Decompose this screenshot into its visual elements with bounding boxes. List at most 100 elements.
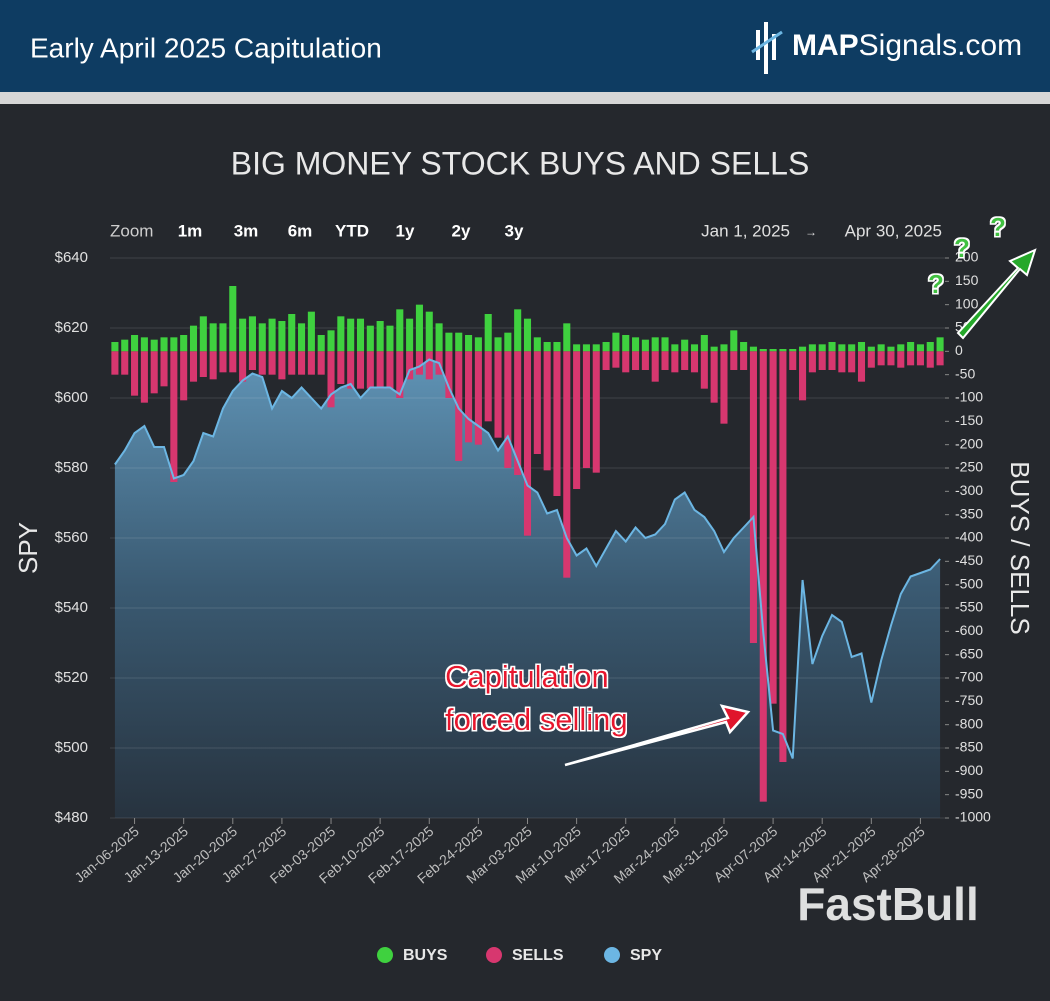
y-tick-label: $500 <box>55 739 88 756</box>
bar <box>769 351 777 704</box>
bar <box>376 321 384 352</box>
bar <box>189 351 198 382</box>
y2-tick-label: 100 <box>955 295 979 311</box>
bar <box>406 318 414 352</box>
bar <box>258 323 266 352</box>
zoom-button[interactable]: 1m <box>178 221 203 240</box>
bar <box>710 351 718 403</box>
bar <box>582 344 590 352</box>
bar <box>337 316 345 352</box>
annotation-text: forced selling <box>445 702 628 737</box>
bar <box>877 344 885 352</box>
y2-tick-label: -100 <box>955 389 983 405</box>
bar <box>543 342 551 352</box>
bar <box>366 351 374 389</box>
bar <box>268 351 276 375</box>
bar <box>592 344 600 352</box>
bar <box>907 351 915 366</box>
bar <box>425 311 433 352</box>
bar <box>317 335 325 352</box>
y2-tick-label: -850 <box>955 739 983 755</box>
bar <box>641 339 649 352</box>
y2-tick-label: 200 <box>955 249 979 265</box>
zoom-button[interactable]: 3m <box>234 221 259 240</box>
bar <box>170 337 178 352</box>
bar <box>690 351 699 373</box>
bar <box>347 318 355 352</box>
bar <box>779 351 787 762</box>
bar <box>199 316 207 352</box>
bar <box>533 351 541 454</box>
bar <box>366 325 374 352</box>
zoom-button[interactable]: 6m <box>288 221 313 240</box>
y2-tick-label: -550 <box>955 599 983 615</box>
bar <box>415 351 423 375</box>
y2-tick-label: -500 <box>955 575 983 591</box>
bar <box>327 351 335 408</box>
bar <box>700 351 708 389</box>
y2-tick-label: -350 <box>955 505 983 521</box>
bar <box>288 351 296 375</box>
header-bar <box>0 0 1050 92</box>
zoom-button[interactable]: YTD <box>335 221 369 240</box>
bar <box>582 351 590 468</box>
bar <box>327 330 335 352</box>
bar <box>740 342 748 352</box>
bar <box>455 332 463 352</box>
bar <box>278 321 286 352</box>
bar <box>671 344 679 352</box>
bar <box>808 351 816 373</box>
bar <box>121 339 129 352</box>
bar <box>799 346 807 352</box>
bar <box>789 351 797 370</box>
bar <box>661 351 669 370</box>
bar <box>838 344 846 352</box>
bar <box>170 351 178 482</box>
bar <box>759 349 767 352</box>
y2-tick-label: -250 <box>955 459 983 475</box>
bar <box>386 351 394 389</box>
bar <box>887 351 895 366</box>
bar <box>612 332 620 352</box>
bar <box>356 351 365 389</box>
bar <box>887 346 895 352</box>
logo-rest: Signals.com <box>859 29 1022 62</box>
bar <box>307 351 315 375</box>
y-tick-label: $480 <box>55 809 88 826</box>
y2-axis-title: BUYS / SELLS <box>1005 461 1035 634</box>
bar <box>622 335 630 352</box>
bar <box>632 337 640 352</box>
bar <box>131 335 139 352</box>
zoom-button[interactable]: 2y <box>452 221 471 240</box>
bar <box>916 351 924 366</box>
bar <box>681 351 689 370</box>
bar <box>239 351 247 382</box>
bar <box>926 342 934 352</box>
bar <box>838 351 846 373</box>
bar <box>131 351 139 396</box>
bar <box>474 337 482 352</box>
watermark: FastBull <box>797 878 978 930</box>
bar <box>209 323 217 352</box>
bar <box>710 346 718 352</box>
bar <box>268 318 276 352</box>
bar <box>150 339 158 352</box>
y2-tick-label: -200 <box>955 435 983 451</box>
y-tick-label: $640 <box>55 249 88 266</box>
bar <box>563 323 571 352</box>
zoom-button[interactable]: 1y <box>396 221 415 240</box>
legend-label: SELLS <box>512 947 564 964</box>
bar <box>229 351 237 373</box>
bar <box>140 351 148 403</box>
bar <box>140 337 148 352</box>
zoom-button[interactable]: 3y <box>505 221 524 240</box>
legend-swatch <box>486 947 502 963</box>
annotation-arrow <box>564 704 751 767</box>
bar <box>759 351 767 802</box>
y2-tick-label: 150 <box>955 272 979 288</box>
bar <box>248 316 256 352</box>
bar <box>563 351 571 578</box>
bar <box>720 351 728 424</box>
bar <box>484 314 492 352</box>
y2-tick-label: -600 <box>955 622 983 638</box>
